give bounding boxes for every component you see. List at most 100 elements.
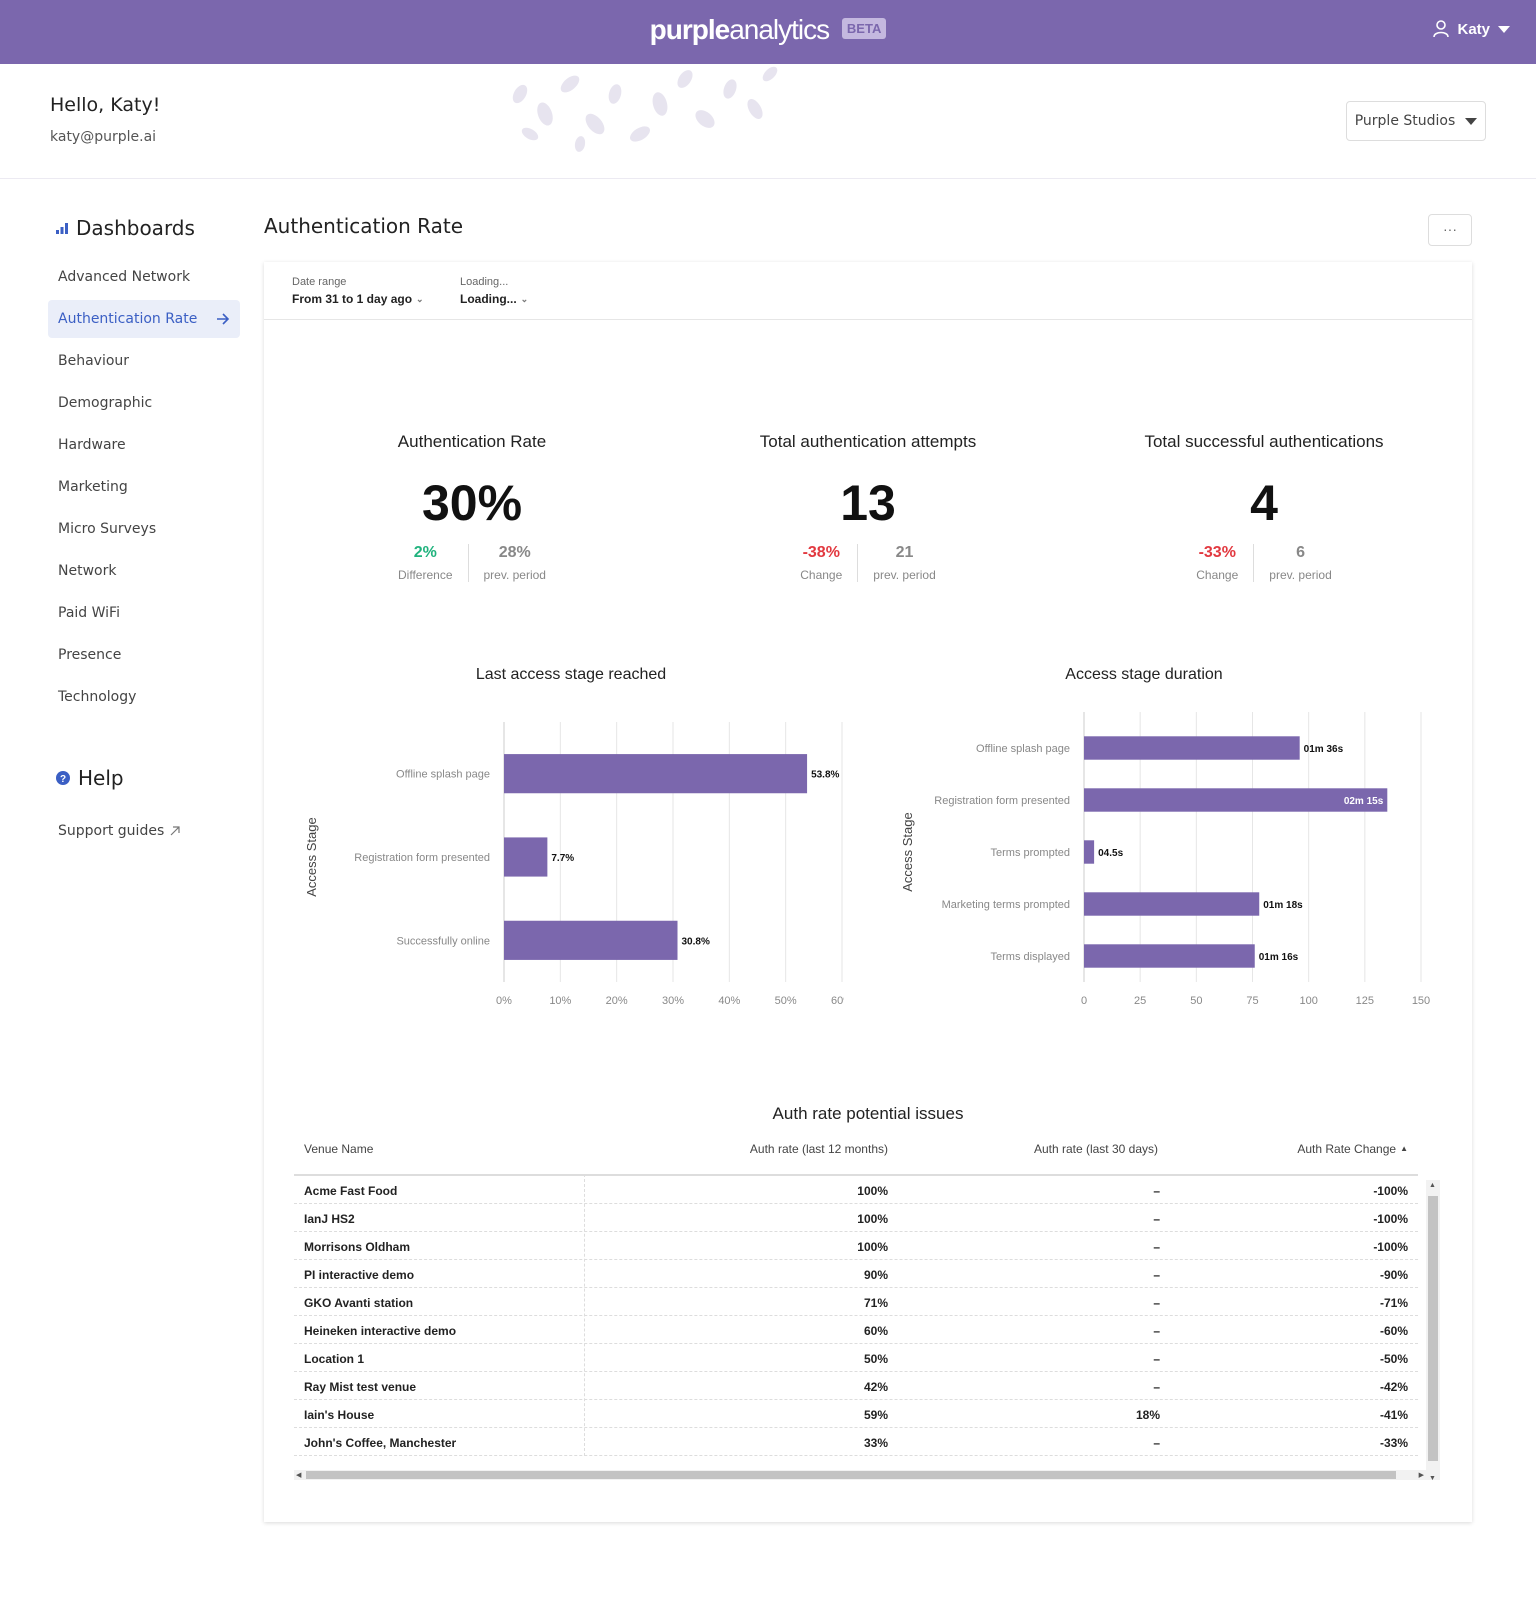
support-guides-link[interactable]: Support guides — [48, 812, 240, 850]
x-tick-label: 40% — [718, 995, 740, 1007]
user-email: katy@purple.ai — [50, 129, 157, 145]
y-category-label: Marketing terms prompted — [942, 899, 1070, 911]
kpi-value: 13 — [840, 475, 896, 531]
sidebar-item-hardware[interactable]: Hardware — [48, 426, 240, 464]
kpi-change-value: -38% — [802, 544, 840, 561]
x-tick-label: 75 — [1246, 995, 1258, 1007]
auth-12m-cell: 50% — [863, 1352, 888, 1366]
sidebar-item-label: Behaviour — [58, 353, 130, 369]
x-tick-label: 0% — [496, 995, 512, 1007]
column-header-auth-12m[interactable]: Auth rate (last 12 months) — [749, 1142, 888, 1156]
table-row[interactable]: Heineken interactive demo 60% – -60% — [294, 1316, 1418, 1344]
bar[interactable] — [504, 754, 808, 794]
sidebar-item-presence[interactable]: Presence — [48, 636, 240, 674]
dashboard-panel: Date range From 31 to 1 day ago ⌄ Loading… — [264, 262, 1472, 1522]
bar-data-label: 02m 15s — [1344, 796, 1384, 807]
table-row[interactable]: Location 1 50% – -50% — [294, 1344, 1418, 1372]
sidebar-item-marketing[interactable]: Marketing — [48, 468, 240, 506]
chevron-down-icon: ⌄ — [416, 293, 424, 304]
table-row[interactable]: Morrisons Oldham 100% – -100% — [294, 1232, 1418, 1260]
kpi-change-value: -33% — [1198, 544, 1236, 561]
column-header-venue[interactable]: Venue Name — [304, 1142, 374, 1156]
auth-change-cell: -50% — [1379, 1352, 1408, 1366]
auth-change-cell: -100% — [1373, 1240, 1408, 1254]
chart-title-stage-duration: Access stage duration — [1065, 666, 1223, 683]
svg-text:?: ? — [60, 774, 66, 785]
table-row[interactable]: PI interactive demo 90% – -90% — [294, 1260, 1418, 1288]
sidebar-item-technology[interactable]: Technology — [48, 678, 240, 716]
date-range-label: Date range — [292, 276, 347, 288]
auth-30d-cell: – — [1153, 1184, 1160, 1198]
kpi-title: Total successful authentications — [1144, 432, 1384, 451]
column-header-auth-30d[interactable]: Auth rate (last 30 days) — [1033, 1142, 1158, 1156]
organization-select[interactable]: Purple Studios — [1346, 101, 1486, 141]
bar-data-label: 01m 18s — [1263, 900, 1303, 911]
kpi-value: 4 — [1250, 475, 1278, 531]
table-row[interactable]: IanJ HS2 100% – -100% — [294, 1204, 1418, 1232]
last-access-stage-chart: 0% 10% 20% 30% 40% 50% 60% Offline splash page 5… — [304, 722, 844, 1007]
bar-data-label: 30.8% — [682, 936, 710, 947]
sidebar-item-authentication-rate[interactable]: Authentication Rate — [48, 300, 240, 338]
auth-12m-cell: 33% — [863, 1436, 888, 1450]
date-range-value: From 31 to 1 day ago — [292, 292, 413, 306]
kpi-change-label: Change — [1196, 568, 1239, 582]
table-row[interactable]: GKO Avanti station 71% – -71% — [294, 1288, 1418, 1316]
vertical-scrollbar-thumb[interactable] — [1428, 1196, 1438, 1461]
table-row[interactable]: John's Coffee, Manchester 33% – -33% — [294, 1428, 1418, 1456]
kpi-prev-value: 21 — [895, 544, 914, 561]
x-tick-label: 50 — [1190, 995, 1202, 1007]
table-row[interactable]: Ray Mist test venue 42% – -42% — [294, 1372, 1418, 1400]
y-category-label: Registration form presented — [934, 795, 1070, 807]
auth-30d-cell: – — [1153, 1212, 1160, 1226]
bar[interactable] — [504, 920, 678, 960]
chevron-down-icon — [1498, 25, 1510, 33]
auth-12m-cell: 100% — [857, 1184, 888, 1198]
scroll-down-icon[interactable]: ▼ — [1429, 1475, 1436, 1482]
brand-name-bold: purple — [649, 14, 731, 45]
bar[interactable] — [1084, 788, 1388, 812]
user-menu[interactable]: Katy — [1433, 20, 1510, 38]
scroll-left-icon[interactable]: ◀ — [296, 1472, 302, 1479]
auth-change-cell: -100% — [1373, 1184, 1408, 1198]
table-row[interactable]: Acme Fast Food 100% – -100% — [294, 1176, 1418, 1204]
auth-30d-cell: – — [1153, 1436, 1160, 1450]
sidebar-item-network[interactable]: Network — [48, 552, 240, 590]
bar[interactable] — [1084, 892, 1260, 916]
brand-logo[interactable]: purpleanalytics BETA — [0, 14, 1536, 46]
bar[interactable] — [1084, 840, 1095, 864]
table-row[interactable]: Iain's House 59% 18% -41% — [294, 1400, 1418, 1428]
bar[interactable] — [504, 837, 548, 877]
date-range-filter[interactable]: Date range From 31 to 1 day ago ⌄ — [292, 276, 424, 306]
sidebar-heading-help: ? Help — [48, 760, 240, 796]
kpi-value: 30% — [421, 475, 523, 531]
column-header-auth-change[interactable]: Auth Rate Change ▲ — [1297, 1142, 1408, 1156]
vertical-scrollbar[interactable]: ▲ ▼ — [1426, 1180, 1440, 1482]
scroll-up-icon[interactable]: ▲ — [1429, 1182, 1436, 1189]
sidebar-item-demographic[interactable]: Demographic — [48, 384, 240, 422]
sidebar-item-label: Micro Surveys — [58, 521, 157, 537]
kpi-authentication-rate: Authentication Rate 30% 2% Difference 28%… — [322, 432, 622, 582]
sidebar-heading-dashboards: Dashboards — [48, 210, 240, 246]
scroll-right-icon[interactable]: ▶ — [1418, 1472, 1424, 1479]
chart-title-last-stage: Last access stage reached — [475, 666, 667, 683]
sidebar-heading-label: Help — [78, 766, 124, 790]
sidebar-item-label: Presence — [58, 647, 122, 663]
kpi-title: Total authentication attempts — [759, 432, 977, 451]
auth-12m-cell: 71% — [863, 1296, 888, 1310]
chevron-down-icon — [1465, 117, 1478, 125]
sidebar-item-paid-wifi[interactable]: Paid WiFi — [48, 594, 240, 632]
horizontal-scrollbar[interactable]: ◀ ▶ — [294, 1470, 1426, 1480]
loading-filter[interactable]: Loading... Loading... ⌄ — [460, 276, 528, 306]
auth-change-cell: -71% — [1379, 1296, 1408, 1310]
auth-change-cell: -41% — [1379, 1408, 1408, 1422]
sidebar-item-micro-surveys[interactable]: Micro Surveys — [48, 510, 240, 548]
arrow-right-icon — [217, 313, 230, 325]
more-options-button[interactable]: ··· — [1428, 214, 1472, 246]
auth-30d-cell: – — [1153, 1268, 1160, 1282]
sidebar-item-advanced-network[interactable]: Advanced Network — [48, 258, 240, 296]
user-name: Katy — [1457, 20, 1490, 38]
bar[interactable] — [1084, 736, 1300, 760]
horizontal-scrollbar-thumb[interactable] — [306, 1471, 1396, 1479]
sidebar-item-behaviour[interactable]: Behaviour — [48, 342, 240, 380]
bar[interactable] — [1084, 944, 1255, 968]
